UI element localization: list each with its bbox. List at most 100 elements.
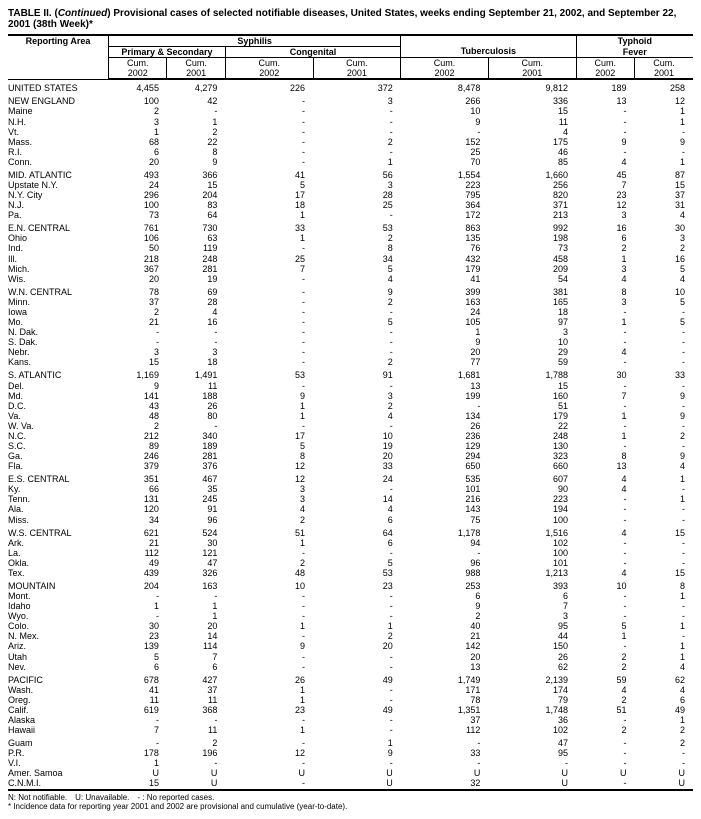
value-cell: 10 [488,337,576,347]
value-cell: 5 [109,652,167,662]
value-cell: 1,351 [401,705,489,715]
table-row: La.112121---100-- [8,548,693,558]
value-cell: 135 [401,233,489,243]
value-cell: 10 [401,106,489,116]
value-cell: 5 [225,180,313,190]
value-cell: 131 [109,494,167,504]
value-cell: 40 [401,621,489,631]
value-cell: 4,279 [167,79,225,93]
value-cell: 399 [401,284,489,297]
value-cell: - [225,297,313,307]
value-cell: 256 [488,180,576,190]
value-cell: 3 [109,347,167,357]
value-cell: 3 [109,117,167,127]
value-cell: U [634,768,693,778]
value-cell: - [576,494,634,504]
value-cell: - [576,778,634,788]
value-cell: 25 [225,254,313,264]
value-cell: 619 [109,705,167,715]
value-cell: 121 [167,548,225,558]
value-cell: 33 [313,461,401,471]
value-cell: 1 [225,725,313,735]
value-cell: 76 [401,243,489,253]
area-cell: Amer. Samoa [8,768,109,778]
value-cell: 30 [167,538,225,548]
area-cell: Ohio [8,233,109,243]
value-cell: 2 [109,421,167,431]
value-cell: 8 [576,451,634,461]
value-cell: - [576,327,634,337]
value-cell: 1 [576,317,634,327]
value-cell: U [401,768,489,778]
value-cell: 15 [167,180,225,190]
value-cell: 493 [109,167,167,180]
value-cell: 47 [167,558,225,568]
value-cell: 650 [401,461,489,471]
value-cell: 6 [109,662,167,672]
value-cell: 94 [401,538,489,548]
value-cell: - [313,715,401,725]
value-cell: 102 [488,725,576,735]
value-cell: U [225,768,313,778]
value-cell: 30 [109,621,167,631]
table-row: Alaska----3736-1 [8,715,693,725]
value-cell: 4 [576,484,634,494]
value-cell: 198 [488,233,576,243]
value-cell: 2 [313,137,401,147]
table-row: Conn.209-1708541 [8,157,693,167]
value-cell: 2,139 [488,672,576,685]
value-cell: 427 [167,672,225,685]
value-cell: 2 [109,307,167,317]
value-cell: 1 [634,652,693,662]
value-cell: 7 [576,391,634,401]
value-cell: 3 [488,611,576,621]
value-cell: 795 [401,190,489,200]
value-cell: 51 [225,525,313,538]
table-row: Ark.21301694102-- [8,538,693,548]
value-cell: 2 [313,631,401,641]
value-cell: 19 [167,274,225,284]
value-cell: - [576,748,634,758]
value-cell: - [634,758,693,768]
value-cell: 50 [109,243,167,253]
value-cell: 178 [109,748,167,758]
value-cell: 63 [167,233,225,243]
table-row: Miss.34962675100-- [8,515,693,525]
value-cell: - [634,337,693,347]
value-cell: 53 [225,367,313,380]
value-cell: 32 [401,778,489,788]
value-cell: - [634,748,693,758]
value-cell: 150 [488,641,576,651]
value-cell: - [225,357,313,367]
value-cell: 30 [576,367,634,380]
value-cell: 19 [313,441,401,451]
table-row: E.N. CENTRAL76173033538639921630 [8,220,693,233]
table-row: Tenn.131245314216223-1 [8,494,693,504]
value-cell: 2 [313,297,401,307]
value-cell: 9 [401,601,489,611]
value-cell: 1 [109,127,167,137]
value-cell: 2 [313,401,401,411]
value-cell: 9 [576,137,634,147]
value-cell: 14 [313,494,401,504]
table-row: Mo.2116-51059715 [8,317,693,327]
value-cell: - [167,327,225,337]
table-row: Wash.41371-17117444 [8,685,693,695]
value-cell: - [576,337,634,347]
table-row: D.C.432612-51-- [8,401,693,411]
footnote-legend: N: Not notifiable. U: Unavailable. - : N… [8,793,693,802]
value-cell: 196 [167,748,225,758]
area-cell: Maine [8,106,109,116]
value-cell: U [634,778,693,788]
area-cell: Vt. [8,127,109,137]
value-cell: 4 [634,210,693,220]
value-cell: 1 [225,695,313,705]
value-cell: - [401,758,489,768]
value-cell: 6 [634,695,693,705]
value-cell: 15 [634,180,693,190]
value-cell: - [576,735,634,748]
value-cell: - [225,381,313,391]
value-cell: 4 [576,347,634,357]
value-cell: - [576,611,634,621]
value-cell: U [313,778,401,788]
